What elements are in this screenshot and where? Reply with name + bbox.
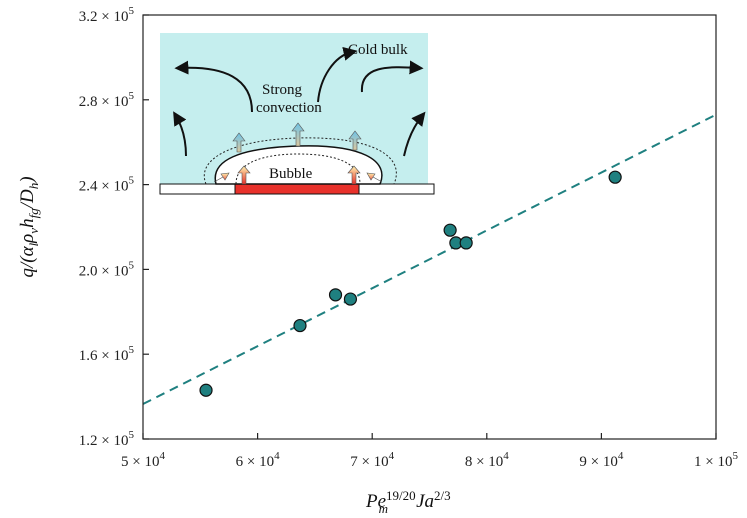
data-point xyxy=(459,236,473,250)
inset-label-strong: Strong xyxy=(262,82,303,98)
inset-schematic: Cold bulk Strong convection Bubble xyxy=(159,33,435,195)
x-axis: 5 × 104 6 × 104 7 × 104 8 × 104 9 × 104 1 × 1… xyxy=(121,433,738,470)
y-tick-label: 2.8 × 105 xyxy=(79,90,135,110)
y-axis-title: q/(αlρvhfg/Dh) xyxy=(17,176,41,277)
x-tick-label: 8 × 104 xyxy=(465,450,509,470)
y-tick-label: 2.4 × 105 xyxy=(79,175,135,195)
inset-label-bubble: Bubble xyxy=(269,166,313,182)
data-point xyxy=(328,288,343,302)
x-tick-label: 7 × 104 xyxy=(350,450,394,470)
plot-frame xyxy=(142,14,717,440)
inset-label-convection: convection xyxy=(256,100,322,116)
inset-heat-arrows xyxy=(213,165,383,185)
y-tick-label: 1.6 × 105 xyxy=(79,344,135,364)
data-points xyxy=(199,170,622,397)
data-point xyxy=(199,383,213,397)
data-point xyxy=(608,170,622,184)
fit-line xyxy=(142,113,717,405)
data-point xyxy=(443,223,457,237)
data-point xyxy=(343,292,358,306)
x-axis-title: Pe19/20 m Ja2/3 xyxy=(365,488,451,516)
inset-heater xyxy=(234,183,360,195)
data-point xyxy=(293,318,307,333)
inset-bulk-flow-arrows xyxy=(173,46,426,157)
y-tick-label: 1.2 × 105 xyxy=(79,429,135,449)
inset-convection-arrows xyxy=(232,122,362,153)
y-tick-label: 2.0 × 105 xyxy=(79,259,135,279)
inset-label-cold-bulk: Cold bulk xyxy=(348,42,408,58)
x-tick-label: 6 × 104 xyxy=(236,450,280,470)
y-tick-label: 3.2 × 105 xyxy=(79,5,135,25)
x-tick-label: 5 × 104 xyxy=(121,450,165,470)
x-tick-label: 1 × 105 xyxy=(694,450,738,470)
fit-line-layer xyxy=(142,113,717,405)
y-axis: 1.2 × 105 1.6 × 105 2.0 × 105 2.4 × 105 2.8 … xyxy=(79,5,149,449)
x-tick-label: 9 × 104 xyxy=(579,450,623,470)
